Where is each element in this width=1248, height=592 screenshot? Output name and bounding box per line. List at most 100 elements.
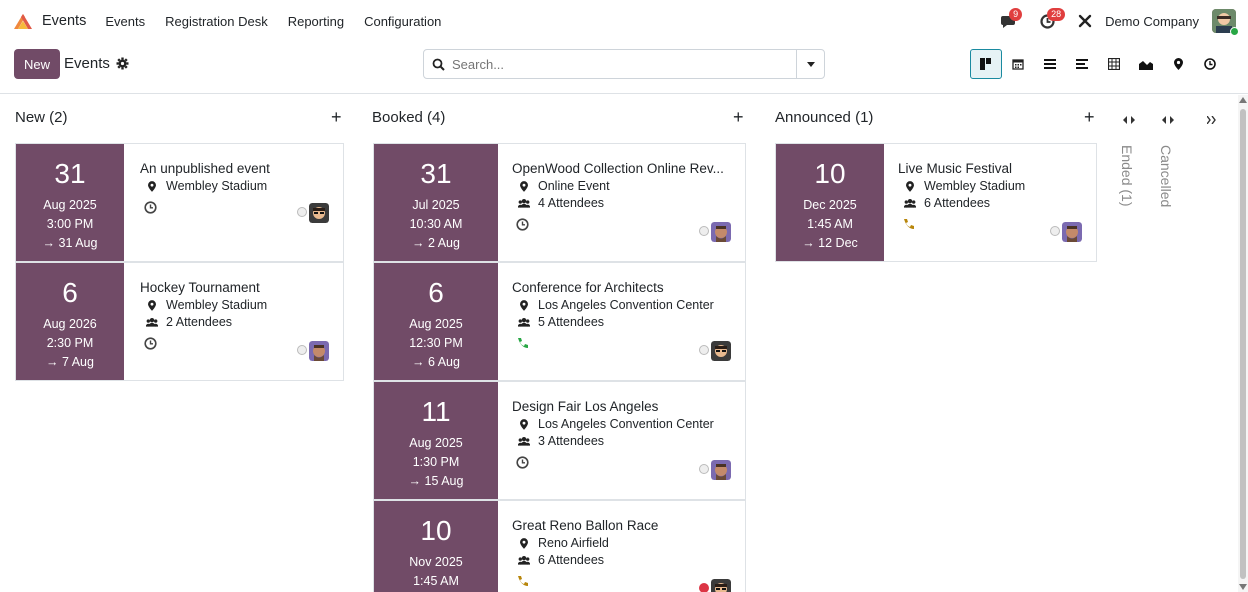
event-end: → 31 Aug <box>42 236 98 250</box>
event-attendees-row: 4 Attendees <box>512 196 735 210</box>
activity-button[interactable] <box>512 216 735 232</box>
kanban-card[interactable]: 10 Dec 2025 1:45 AM → 12 Dec Live Music … <box>775 143 1097 262</box>
event-attendees: 6 Attendees <box>924 196 991 210</box>
search-input[interactable] <box>452 51 796 77</box>
column-header-new[interactable]: New (2) <box>15 109 68 126</box>
menu-registration-desk[interactable]: Registration Desk <box>165 13 268 29</box>
kanban-scrollbar[interactable] <box>1238 95 1248 592</box>
event-location: Los Angeles Convention Center <box>538 417 714 431</box>
event-location-row: Wembley Stadium <box>140 298 333 312</box>
avatar[interactable] <box>309 203 329 223</box>
event-attendees: 4 Attendees <box>538 196 605 210</box>
map-view-button[interactable] <box>1162 49 1194 79</box>
event-location-row: Reno Airfield <box>512 536 735 550</box>
show-more-columns-button[interactable] <box>1197 115 1225 127</box>
priority-dot[interactable] <box>297 207 307 217</box>
scroll-down-icon[interactable] <box>1239 584 1247 590</box>
avatar[interactable] <box>711 222 731 242</box>
clock-icon <box>516 217 529 231</box>
caret-down-icon <box>806 61 815 67</box>
scrollbar-thumb[interactable] <box>1240 109 1246 579</box>
menu-reporting[interactable]: Reporting <box>287 13 345 29</box>
priority-dot[interactable] <box>699 464 709 474</box>
list-view-button[interactable] <box>1034 49 1066 79</box>
avatar[interactable] <box>711 579 731 592</box>
menu-configuration[interactable]: Configuration <box>364 13 442 29</box>
priority-dot[interactable] <box>699 583 709 592</box>
users-icon <box>904 198 916 208</box>
folded-column-cancelled-label[interactable]: Cancelled <box>1158 145 1174 208</box>
calendar-view-button[interactable] <box>1002 49 1034 79</box>
event-date-box: 6 Aug 2025 12:30 PM → 6 Aug <box>374 263 498 380</box>
priority-dot[interactable] <box>699 226 709 236</box>
kanban-card[interactable]: 6 Aug 2026 2:30 PM → 7 Aug Hockey Tourna… <box>15 262 344 381</box>
priority-dot[interactable] <box>699 345 709 355</box>
search-icon <box>424 58 452 71</box>
messages-button[interactable]: 9 <box>995 7 1023 35</box>
activity-button[interactable] <box>512 573 735 589</box>
events-app-icon[interactable] <box>12 11 34 31</box>
activity-button[interactable] <box>898 216 1086 232</box>
priority-dot[interactable] <box>1050 226 1060 236</box>
folded-column-ended[interactable] <box>1115 115 1143 127</box>
tools-icon <box>1078 14 1092 28</box>
folded-column-cancelled[interactable] <box>1154 115 1182 127</box>
event-day: 6 <box>428 277 444 308</box>
messages-badge: 9 <box>1009 8 1023 21</box>
column-header-booked[interactable]: Booked (4) <box>372 109 446 126</box>
app-name[interactable]: Events <box>42 13 87 29</box>
event-attendees-row: 6 Attendees <box>898 196 1086 210</box>
event-end: → 12 Dec <box>802 236 858 250</box>
phone-icon <box>904 218 914 229</box>
kanban-card[interactable]: 11 Aug 2025 1:30 PM → 15 Aug Design Fair… <box>373 381 746 500</box>
company-switcher[interactable]: Demo Company <box>1105 13 1199 29</box>
expand-arrows-icon <box>1162 116 1174 124</box>
debug-tools-button[interactable] <box>1071 7 1099 35</box>
kanban-card[interactable]: 31 Aug 2025 3:00 PM → 31 Aug An unpublis… <box>15 143 344 262</box>
activities-button[interactable]: 28 <box>1033 7 1066 35</box>
activity-button[interactable] <box>512 454 735 470</box>
add-to-column-announced-button[interactable]: + <box>1084 107 1095 127</box>
scroll-up-icon[interactable] <box>1239 97 1247 103</box>
user-avatar[interactable] <box>1212 9 1239 36</box>
map-marker-icon <box>146 299 158 311</box>
activity-button[interactable] <box>512 335 735 351</box>
priority-dot[interactable] <box>297 345 307 355</box>
pivot-view-button[interactable] <box>1098 49 1130 79</box>
avatar[interactable] <box>711 341 731 361</box>
users-icon <box>146 317 158 327</box>
avatar[interactable] <box>711 460 731 480</box>
avatar[interactable] <box>1062 222 1082 242</box>
search-options-toggle[interactable] <box>796 50 824 78</box>
event-title: An unpublished event <box>140 161 270 176</box>
event-location: Wembley Stadium <box>166 298 268 312</box>
folded-column-ended-label[interactable]: Ended (1) <box>1119 145 1135 207</box>
add-to-column-new-button[interactable]: + <box>331 107 342 127</box>
list-icon <box>1044 59 1056 69</box>
gear-icon[interactable] <box>116 57 129 70</box>
event-location: Wembley Stadium <box>924 179 1026 193</box>
map-marker-icon <box>518 180 530 192</box>
new-button[interactable]: New <box>14 49 60 79</box>
online-status-dot <box>1230 27 1239 36</box>
graph-view-button[interactable] <box>1130 49 1162 79</box>
area-chart-icon <box>1139 60 1153 70</box>
event-end: → 7 Aug <box>46 355 94 369</box>
gantt-view-button[interactable] <box>1066 49 1098 79</box>
kanban-card[interactable]: 6 Aug 2025 12:30 PM → 6 Aug Conference f… <box>373 262 746 381</box>
kanban-card[interactable]: 10 Nov 2025 1:45 AM Great Reno Ballon Ra… <box>373 500 746 592</box>
card-body: Design Fair Los Angeles Los Angeles Conv… <box>512 382 735 499</box>
kanban-card[interactable]: 31 Jul 2025 10:30 AM → 2 Aug OpenWood Co… <box>373 143 746 262</box>
activity-view-button[interactable] <box>1194 49 1226 79</box>
event-time: 10:30 AM <box>409 217 463 231</box>
kanban-view-button[interactable] <box>970 49 1002 79</box>
control-panel: New Events <box>0 42 1248 94</box>
avatar[interactable] <box>309 341 329 361</box>
activity-button[interactable] <box>140 199 333 215</box>
event-date-box: 31 Jul 2025 10:30 AM → 2 Aug <box>374 144 498 261</box>
menu-events[interactable]: Events <box>105 13 146 29</box>
double-chevron-right-icon <box>1205 115 1216 125</box>
add-to-column-booked-button[interactable]: + <box>733 107 744 127</box>
column-header-announced[interactable]: Announced (1) <box>775 109 874 126</box>
activity-button[interactable] <box>140 335 333 351</box>
